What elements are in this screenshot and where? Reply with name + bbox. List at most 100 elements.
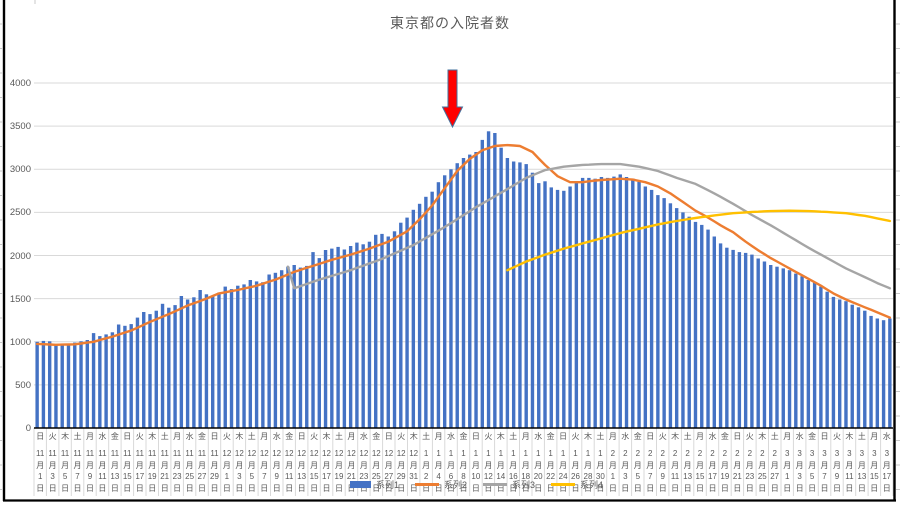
bar (424, 196, 428, 428)
bar (223, 286, 227, 428)
bar (624, 177, 629, 428)
bar (160, 303, 165, 428)
bar (380, 233, 384, 428)
bar (374, 234, 378, 428)
bar (392, 231, 397, 428)
legend-item-系列4[interactable]: 系列4 (551, 478, 603, 491)
bar (687, 216, 691, 428)
x-tick-label: 土 11 月 7 日 (73, 432, 82, 493)
bar (248, 280, 253, 428)
bar (336, 246, 340, 428)
x-tick-label: 土 3 月 13 日 (857, 432, 867, 493)
line-series-3 (286, 162, 892, 290)
bar (555, 189, 560, 428)
legend-label: 系列2 (444, 480, 468, 490)
bar (204, 294, 209, 428)
x-tick-label: 月 1 月 18 日 (521, 432, 531, 493)
bar (405, 217, 409, 428)
bar (399, 222, 403, 428)
bar (242, 284, 246, 428)
bar (863, 310, 867, 428)
bar (305, 265, 309, 428)
bar (47, 341, 52, 428)
legend-item-系列1[interactable]: 系列1 (350, 478, 399, 491)
x-tick-label: 月 11 月 9 日 (85, 432, 95, 493)
bar (518, 162, 522, 428)
x-tick-label: 水 11 月 11 日 (98, 432, 107, 493)
y-tick-label: 2000 (9, 251, 31, 262)
bar (116, 324, 121, 428)
x-tick-label: 水 12 月 9 日 (272, 432, 282, 493)
x-tick-label: 水 2 月 17 日 (708, 432, 717, 493)
bar (311, 252, 315, 428)
legend-label: 系列3 (512, 480, 536, 490)
red-arrow-annotation[interactable] (441, 69, 464, 129)
bar (580, 177, 585, 428)
x-tick-label: 月 3 月 15 日 (869, 432, 879, 493)
x-tick-label: 金 11 月 27 日 (197, 432, 207, 493)
legend-bar-swatch (350, 481, 371, 488)
legend-item-系列3[interactable]: 系列3 (483, 478, 535, 491)
bar (844, 301, 848, 428)
bar (123, 325, 127, 428)
bar (273, 272, 278, 429)
y-tick-label: 0 (25, 423, 31, 434)
bar (674, 208, 679, 428)
bar (825, 291, 829, 428)
bar (881, 320, 886, 428)
legend-item-系列2[interactable]: 系列2 (415, 478, 467, 491)
bar (700, 224, 704, 428)
bar (317, 258, 321, 428)
bar (537, 183, 541, 428)
bar (298, 267, 303, 428)
x-tick-label: 金 11 月 13 日 (110, 432, 120, 493)
bar (229, 289, 234, 428)
x-tick-label: 木 1 月 14 日 (496, 432, 506, 493)
bar (618, 174, 622, 428)
bar (706, 229, 710, 428)
bar (417, 203, 422, 429)
bar (656, 195, 660, 428)
bar (286, 266, 290, 428)
x-tick-label: 木 11 月 5 日 (60, 432, 70, 493)
legend-line-swatch (415, 483, 440, 486)
x-tick-label: 火 12 月 29 日 (396, 432, 406, 493)
x-tick-label: 木 2 月 11 日 (670, 432, 680, 493)
bar (35, 341, 39, 429)
bar (794, 273, 798, 428)
legend-line-swatch (551, 483, 576, 486)
bar (631, 178, 635, 428)
bar (267, 274, 271, 428)
x-tick-label: 土 1 月 30 日 (595, 432, 605, 493)
bar (254, 281, 259, 428)
bar (524, 164, 528, 428)
line-series-4 (506, 209, 892, 272)
bar (430, 191, 434, 428)
bar (455, 163, 459, 428)
bar (549, 187, 553, 428)
x-tick-label: 日 12 月 27 日 (384, 432, 394, 493)
x-tick-label: 土 2 月 27 日 (770, 432, 780, 493)
bar (838, 299, 842, 428)
x-tick-label: 土 11 月 21 日 (160, 432, 170, 493)
y-tick-label: 2500 (9, 207, 31, 218)
chart-legend: 系列1 系列2 系列3 系列4 (350, 478, 603, 491)
bar (104, 334, 108, 428)
bar (173, 305, 177, 428)
x-tick-label: 土 1 月 16 日 (508, 432, 518, 493)
y-tick-label: 3500 (9, 121, 31, 132)
x-tick-label: 日 1 月 24 日 (558, 432, 568, 493)
x-tick-label: 水 3 月 17 日 (882, 432, 892, 493)
bar (66, 344, 71, 428)
legend-label: 系列4 (580, 480, 604, 490)
legend-line-swatch (483, 483, 508, 486)
bar (217, 292, 221, 428)
